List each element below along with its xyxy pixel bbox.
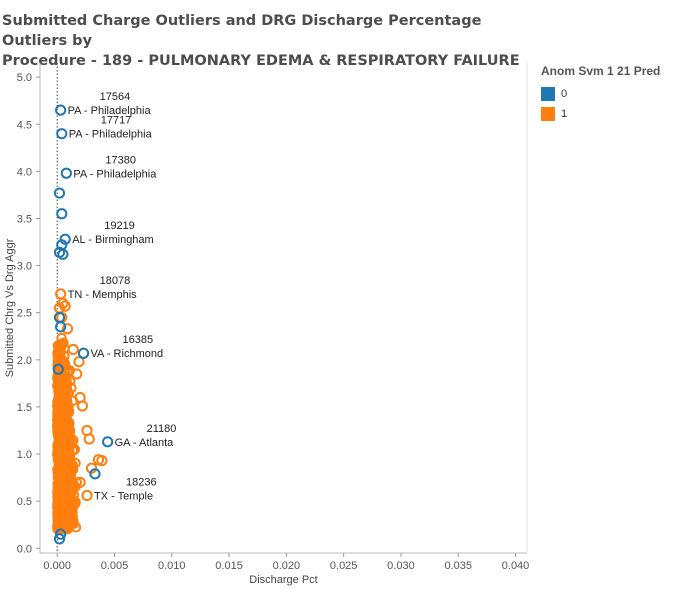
- data-point-cluster: [62, 420, 73, 432]
- legend-label-1: 1: [561, 108, 568, 120]
- legend-item-0[interactable]: 0: [541, 84, 660, 104]
- data-point-series-1: [96, 455, 108, 467]
- data-point-series-1: [55, 288, 67, 300]
- data-point-cluster: [55, 473, 66, 485]
- data-point-series-0: [57, 248, 69, 260]
- data-point-series-1: [74, 476, 86, 488]
- x-tick-label: 0.040: [502, 560, 530, 572]
- y-tick-label: 0.5: [17, 496, 32, 508]
- chart-title-line1: Submitted Charge Outliers and DRG Discha…: [2, 13, 482, 49]
- data-point-series-0: [55, 528, 67, 540]
- data-point-cluster: [62, 438, 73, 450]
- annotation-location: VA - Richmond: [91, 348, 164, 360]
- x-tick-label: 0.025: [330, 560, 358, 572]
- x-tick-label: 0.005: [101, 560, 129, 572]
- y-tick-label: 4.0: [17, 166, 32, 178]
- legend-item-1[interactable]: 1: [541, 104, 660, 124]
- data-point-cluster: [65, 486, 77, 497]
- data-point-cluster: [55, 483, 66, 495]
- annotation-id: 17717: [101, 115, 132, 127]
- data-point-cluster: [54, 354, 66, 365]
- data-point-cluster: [57, 469, 68, 480]
- data-point-series-1: [68, 443, 80, 455]
- data-point-series-0: [60, 167, 72, 179]
- x-axis-title: Discharge Pct: [249, 574, 317, 586]
- legend-swatch-0: [541, 87, 555, 101]
- data-point-series-0: [56, 208, 68, 220]
- x-tick-label: 0.015: [215, 560, 243, 572]
- data-point-cluster: [57, 449, 68, 460]
- x-tick-label: 0.010: [158, 560, 186, 572]
- annotation-location: PA - Philadelphia: [73, 168, 157, 180]
- data-point-cluster: [57, 339, 69, 350]
- annotation-location: TX - Temple: [94, 491, 153, 503]
- dense-point-cluster: [52, 332, 82, 535]
- y-tick-label: 2.5: [17, 308, 32, 320]
- annotation-id: 16385: [123, 334, 154, 346]
- data-point-cluster: [55, 383, 66, 394]
- data-point-series-1: [73, 356, 85, 368]
- data-point-cluster: [53, 495, 64, 507]
- legend-title: Anom Svm 1 21 Pred: [541, 64, 661, 78]
- x-tick-label: 0.035: [444, 560, 472, 572]
- data-point-series-1: [83, 433, 95, 445]
- y-tick-label: 2.0: [17, 355, 32, 367]
- y-tick-label: 4.5: [17, 119, 32, 131]
- annotation-id: 19219: [104, 220, 135, 232]
- chart-title: Submitted Charge Outliers and DRG Discha…: [2, 11, 532, 71]
- data-point-series-0: [89, 468, 101, 480]
- data-point-series-1: [71, 368, 83, 380]
- data-point-series-0: [52, 363, 64, 375]
- data-point-series-1: [63, 406, 75, 418]
- data-point-series-1: [76, 400, 88, 412]
- annotation-id: 17380: [105, 154, 136, 166]
- data-point-series-0: [59, 233, 71, 245]
- annotation-id: 18236: [126, 477, 157, 489]
- data-point-series-0: [55, 321, 67, 333]
- data-point-series-0: [102, 436, 114, 448]
- annotation-location: PA - Philadelphia: [69, 129, 153, 141]
- y-tick-label: 3.5: [17, 213, 32, 225]
- data-point-cluster: [53, 433, 64, 444]
- legend-swatch-1: [541, 107, 555, 121]
- y-tick-label: 0.0: [17, 543, 32, 555]
- data-point-series-0: [56, 128, 68, 140]
- legend-label-0: 0: [561, 88, 568, 100]
- data-point-series-1: [85, 462, 98, 474]
- data-point-series-0: [55, 104, 67, 116]
- annotation-location: TN - Memphis: [68, 289, 138, 301]
- data-point-cluster: [59, 463, 70, 474]
- y-tick-label: 3.0: [17, 261, 32, 273]
- data-point-series-0: [77, 347, 90, 359]
- y-tick-label: 5.0: [17, 72, 32, 84]
- data-point-cluster: [54, 398, 65, 409]
- y-tick-label: 1.0: [17, 449, 32, 461]
- x-tick-label: 0.030: [387, 560, 415, 572]
- x-tick-label: 0.000: [43, 560, 71, 572]
- data-point-series-0: [53, 533, 66, 545]
- annotation-id: 18078: [100, 275, 131, 287]
- data-point-cluster: [53, 393, 64, 405]
- x-tick-label: 0.020: [273, 560, 301, 572]
- data-point-series-1: [58, 514, 70, 526]
- data-point-series-1: [67, 343, 79, 356]
- data-point-cluster: [52, 419, 63, 430]
- data-point-series-1: [59, 300, 71, 312]
- annotation-location: PA - Philadelphia: [68, 105, 152, 117]
- annotation-id: 21180: [147, 423, 177, 435]
- data-point-series-1: [65, 382, 77, 394]
- data-point-series-1: [81, 489, 93, 502]
- y-tick-label: 1.5: [17, 402, 32, 414]
- legend: Anom Svm 1 21 Pred 0 1: [541, 64, 660, 124]
- annotation-location: AL - Birmingham: [72, 234, 154, 246]
- data-point-series-0: [53, 187, 66, 199]
- chart-title-line2: Procedure - 189 - PULMONARY EDEMA & RESP…: [2, 53, 520, 69]
- data-point-cluster: [65, 496, 77, 508]
- data-point-cluster: [54, 505, 65, 516]
- data-point-series-1: [61, 323, 74, 335]
- annotation-id: 17564: [100, 91, 131, 103]
- y-axis-title: Submitted Chrg Vs Drg Aggr: [4, 238, 16, 377]
- annotation-location: GA - Atlanta: [115, 437, 175, 449]
